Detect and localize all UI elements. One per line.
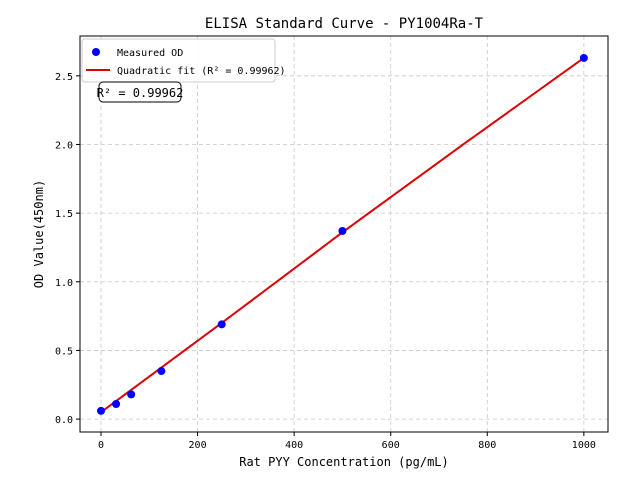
x-axis-label: Rat PYY Concentration (pg/mL)	[239, 455, 449, 469]
data-point	[217, 320, 226, 329]
ticks: 0 200 400 600 800 1000 0.0 0.5 1.0 1.5 2.0 2.5	[55, 72, 596, 451]
y-tick-label: 1.0	[55, 278, 73, 289]
y-tick-label: 1.5	[55, 209, 73, 220]
marks	[97, 53, 588, 415]
legend: Measured OD Quadratic fit (R² = 0.99962)	[81, 38, 286, 83]
data-point	[127, 390, 136, 399]
r2-annotation: R² = 0.99962	[97, 81, 184, 103]
y-axis-label: OD Value(450nm)	[32, 180, 46, 288]
x-tick-label: 800	[478, 440, 496, 451]
legend-marker-measured	[92, 48, 100, 56]
data-point	[97, 406, 106, 415]
data-point	[579, 53, 588, 62]
x-tick-label: 600	[382, 440, 400, 451]
fit-line	[100, 57, 585, 414]
y-tick-label: 0.5	[55, 346, 73, 357]
y-tick-label: 0.0	[55, 415, 73, 426]
legend-label-fit: Quadratic fit (R² = 0.99962)	[117, 66, 286, 77]
data-point	[112, 399, 121, 408]
chart-title: ELISA Standard Curve - PY1004Ra-T	[205, 16, 484, 32]
r2-annotation-text: R² = 0.99962	[97, 86, 184, 100]
data-point	[157, 367, 166, 376]
data-point	[338, 226, 347, 235]
x-tick-label: 1000	[572, 440, 596, 451]
x-tick-label: 0	[98, 440, 104, 451]
y-tick-label: 2.0	[55, 140, 73, 151]
legend-label-measured: Measured OD	[117, 48, 183, 59]
x-tick-label: 200	[189, 440, 207, 451]
x-tick-label: 400	[285, 440, 303, 451]
plot-frame	[79, 35, 609, 433]
y-tick-label: 2.5	[55, 72, 73, 83]
